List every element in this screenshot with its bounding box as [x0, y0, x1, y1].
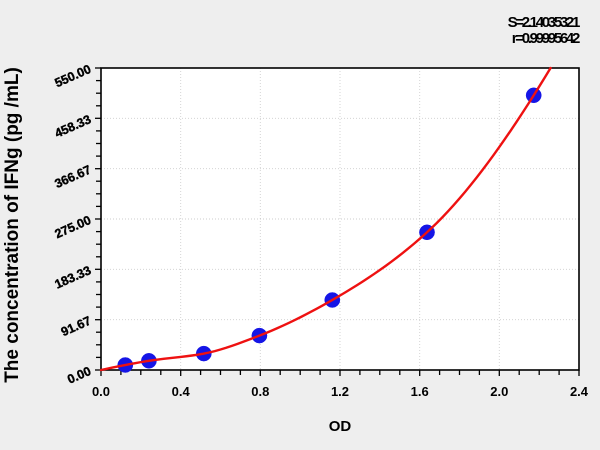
svg-text:r=0.99995642: r=0.99995642: [512, 30, 580, 47]
svg-text:0.0: 0.0: [92, 384, 110, 399]
svg-text:2.0: 2.0: [490, 384, 508, 399]
svg-text:The concentration of IFNg (pg: The concentration of IFNg (pg /mL): [2, 67, 23, 383]
svg-text:1.2: 1.2: [331, 384, 349, 399]
svg-text:183.33: 183.33: [53, 263, 94, 291]
svg-text:0.8: 0.8: [251, 384, 269, 399]
svg-text:275.00: 275.00: [53, 213, 94, 241]
svg-text:550.00: 550.00: [53, 62, 94, 90]
svg-text:458.33: 458.33: [53, 112, 94, 140]
svg-text:366.67: 366.67: [53, 163, 94, 191]
svg-text:0.00: 0.00: [65, 364, 93, 387]
svg-text:1.6: 1.6: [411, 384, 429, 399]
svg-text:2.4: 2.4: [570, 384, 589, 399]
svg-text:0.4: 0.4: [172, 384, 191, 399]
svg-text:OD: OD: [329, 418, 352, 435]
svg-text:S=2.14035321: S=2.14035321: [508, 14, 580, 31]
svg-text:91.67: 91.67: [59, 314, 93, 340]
